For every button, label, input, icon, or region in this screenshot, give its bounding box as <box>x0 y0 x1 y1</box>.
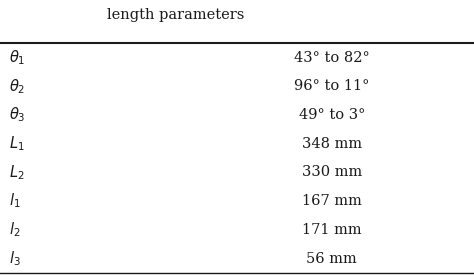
Text: 348 mm: 348 mm <box>302 137 362 151</box>
Text: $\theta_{2}$: $\theta_{2}$ <box>9 77 26 96</box>
Text: length parameters: length parameters <box>107 8 244 22</box>
Text: 171 mm: 171 mm <box>302 223 362 237</box>
Text: $l_{2}$: $l_{2}$ <box>9 220 21 239</box>
Text: 43° to 82°: 43° to 82° <box>294 50 370 65</box>
Text: 56 mm: 56 mm <box>306 251 357 266</box>
Text: $L_{2}$: $L_{2}$ <box>9 163 25 182</box>
Text: $L_{1}$: $L_{1}$ <box>9 134 25 153</box>
Text: 96° to 11°: 96° to 11° <box>294 79 370 93</box>
Text: $l_{1}$: $l_{1}$ <box>9 192 21 210</box>
Text: $l_{3}$: $l_{3}$ <box>9 249 21 268</box>
Text: $\theta_{3}$: $\theta_{3}$ <box>9 106 26 124</box>
Text: 49° to 3°: 49° to 3° <box>299 108 365 122</box>
Text: 330 mm: 330 mm <box>301 165 362 179</box>
Text: $\theta_{1}$: $\theta_{1}$ <box>9 48 26 67</box>
Text: 167 mm: 167 mm <box>302 194 362 208</box>
